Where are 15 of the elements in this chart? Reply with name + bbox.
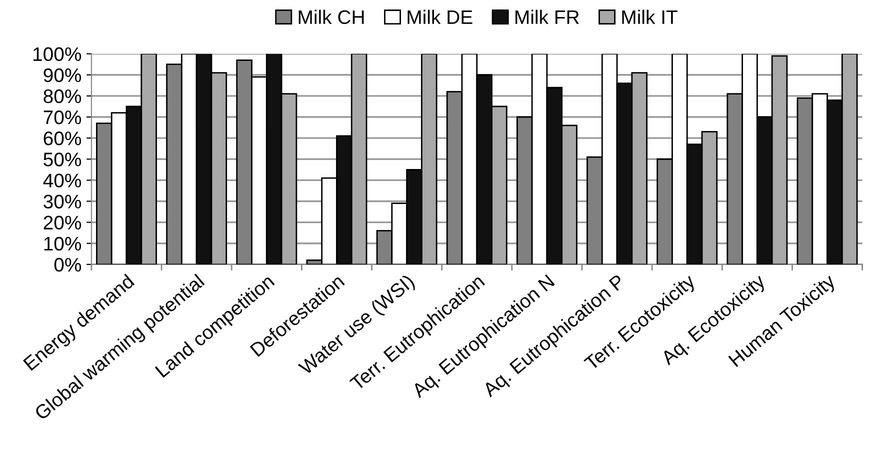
y-tick-label: 20% — [44, 216, 82, 230]
legend-label: Milk IT — [622, 10, 678, 24]
y-tick-label: 40% — [43, 174, 82, 188]
y-tick-label: 50% — [44, 152, 82, 166]
legend-label: Milk CH — [298, 10, 364, 24]
y-tick-label: 90% — [44, 68, 82, 82]
y-tick-label: 60% — [44, 132, 82, 146]
y-tick-label: 0% — [54, 258, 82, 272]
y-tick-label: 80% — [44, 89, 82, 104]
y-tick-label: 100% — [33, 47, 82, 62]
legend-label: Milk FR — [516, 10, 579, 24]
y-tick-label: 70% — [44, 110, 82, 124]
y-tick-label: 10% — [44, 236, 82, 251]
y-tick-label: 30% — [44, 194, 82, 208]
legend-label: Milk DE — [408, 10, 472, 24]
